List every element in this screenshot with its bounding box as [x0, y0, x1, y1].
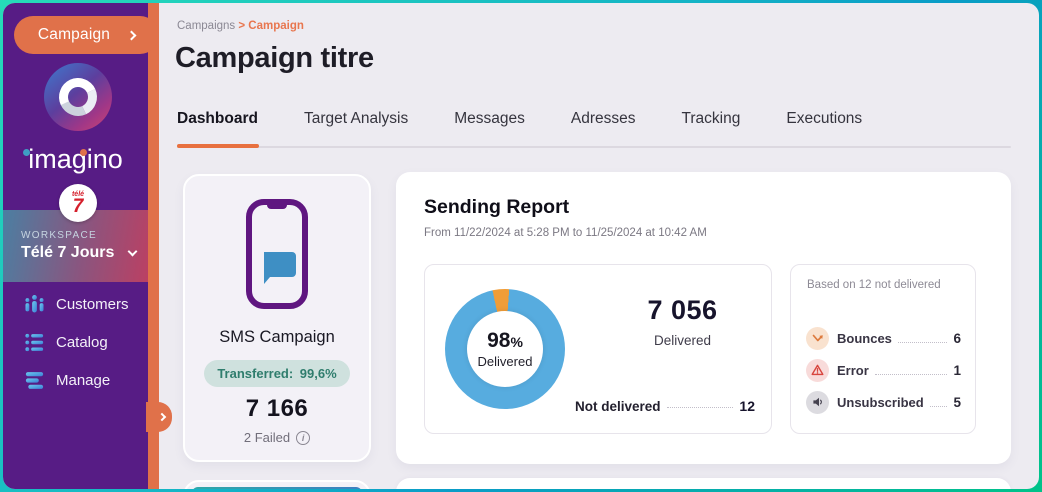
- sidebar-expand-handle[interactable]: [146, 402, 172, 432]
- chevron-right-icon: [157, 412, 167, 422]
- donut-percent: 98: [487, 328, 511, 352]
- workspace-section: WORKSPACE Télé 7 Jours: [3, 210, 148, 282]
- tab-adresses[interactable]: Adresses: [570, 110, 636, 127]
- campaign-button[interactable]: Campaign: [14, 16, 159, 54]
- workspace-label: WORKSPACE: [21, 230, 97, 241]
- unsubscribed-icon: [806, 390, 829, 414]
- unsubscribed-count: 5: [953, 394, 961, 410]
- error-count: 1: [953, 362, 961, 378]
- customers-icon: [25, 294, 44, 312]
- info-icon[interactable]: i: [296, 430, 311, 445]
- breakdown-row-error: Error 1: [806, 358, 961, 382]
- dotted-leader: [929, 405, 948, 407]
- dotted-leader: [874, 373, 948, 375]
- transferred-badge: Transferred: 99,6%: [204, 360, 350, 387]
- breadcrumb-campaign[interactable]: Campaign: [248, 20, 304, 32]
- donut-center: 98% Delivered: [467, 311, 543, 387]
- breadcrumb-separator: >: [238, 20, 246, 32]
- not-delivered-label: Not delivered: [575, 399, 661, 414]
- wordmark-dot-orange: [80, 149, 87, 156]
- bounces-count: 6: [953, 330, 961, 346]
- tab-messages[interactable]: Messages: [454, 110, 525, 127]
- unsubscribed-label: Unsubscribed: [837, 394, 924, 410]
- sms-card-title: SMS Campaign: [219, 328, 335, 346]
- sidebar-item-label: Catalog: [56, 333, 108, 351]
- not-delivered-row: Not delivered 12: [575, 398, 755, 414]
- tab-target-analysis[interactable]: Target Analysis: [303, 110, 409, 127]
- manage-icon: [25, 371, 44, 389]
- sidebar-item-customers[interactable]: Customers: [3, 290, 148, 318]
- sidebar: imagino télé 7 WORKSPACE Télé 7 Jours: [3, 3, 148, 489]
- not-delivered-count: 12: [739, 398, 755, 414]
- catalog-icon: [25, 333, 44, 351]
- tab-dashboard[interactable]: Dashboard: [177, 110, 258, 127]
- not-delivered-breakdown-box: Based on 12 not delivered Bounces 6: [790, 264, 976, 434]
- delivery-donut: 98% Delivered: [445, 289, 565, 409]
- breakdown-caption: Based on 12 not delivered: [807, 279, 941, 291]
- donut-percent-sign: %: [510, 333, 523, 350]
- bounces-label: Bounces: [837, 330, 892, 346]
- wordmark-dot-blue: [23, 149, 30, 156]
- breakdown-row-unsubscribed: Unsubscribed 5: [806, 390, 961, 414]
- sidebar-accent-strip: [148, 3, 159, 489]
- donut-caption: Delivered: [477, 353, 533, 369]
- imagino-ring-icon: [53, 72, 103, 122]
- delivery-stats-box: 98% Delivered 7 056 Delivered Not delive…: [424, 264, 772, 434]
- breadcrumb-campaigns[interactable]: Campaigns: [177, 20, 236, 32]
- imagino-logo-icon: [44, 63, 112, 131]
- tab-tracking[interactable]: Tracking: [681, 110, 741, 127]
- next-card-peek-right: [396, 478, 1011, 489]
- next-card-peek-left: [183, 480, 371, 489]
- active-tab-indicator: [177, 144, 259, 148]
- sms-campaign-card: SMS Campaign Transferred: 99,6% 7 166 2 …: [183, 174, 371, 462]
- sms-phone-icon: [246, 199, 308, 309]
- page-title: Campaign titre: [175, 42, 374, 74]
- tab-executions[interactable]: Executions: [786, 110, 863, 127]
- phone-illustration: [185, 198, 369, 310]
- app-window: imagino télé 7 WORKSPACE Télé 7 Jours: [3, 3, 1039, 489]
- delivered-count: 7 056: [647, 295, 718, 325]
- breakdown-row-bounces: Bounces 6: [806, 326, 961, 350]
- brand-wordmark: imagino: [28, 144, 123, 174]
- chevron-right-icon: [126, 30, 137, 40]
- sidebar-item-manage[interactable]: Manage: [3, 366, 148, 394]
- bounce-icon: [806, 326, 829, 350]
- report-title: Sending Report: [424, 196, 570, 218]
- breadcrumb: Campaigns > Campaign: [177, 20, 304, 32]
- report-date-range: From 11/22/2024 at 5:28 PM to 11/25/2024…: [424, 227, 707, 239]
- dotted-leader: [666, 407, 734, 408]
- delivered-label: Delivered: [653, 333, 712, 348]
- workspace-logo: télé 7: [59, 184, 97, 222]
- main-content: Campaigns > Campaign Campaign titre Dash…: [159, 3, 1039, 489]
- tabs-divider: [177, 146, 1011, 148]
- error-label: Error: [837, 362, 869, 378]
- sidebar-item-label: Manage: [56, 371, 111, 389]
- workspace-name: Télé 7 Jours: [21, 244, 115, 261]
- workspace-selector[interactable]: Télé 7 Jours: [21, 244, 138, 262]
- dotted-leader: [897, 341, 948, 343]
- tab-bar: Dashboard Target Analysis Messages Adres…: [177, 110, 862, 128]
- chevron-down-icon: [127, 246, 138, 257]
- teal-header-bar: [192, 487, 362, 489]
- sms-failed-count: 2 Failed: [243, 430, 291, 445]
- error-icon: [806, 358, 829, 382]
- sidebar-item-catalog[interactable]: Catalog: [3, 328, 148, 356]
- sidebar-item-label: Customers: [56, 295, 129, 313]
- sending-report-card: Sending Report From 11/22/2024 at 5:28 P…: [396, 172, 1011, 464]
- sms-total-count: 7 166: [245, 395, 309, 422]
